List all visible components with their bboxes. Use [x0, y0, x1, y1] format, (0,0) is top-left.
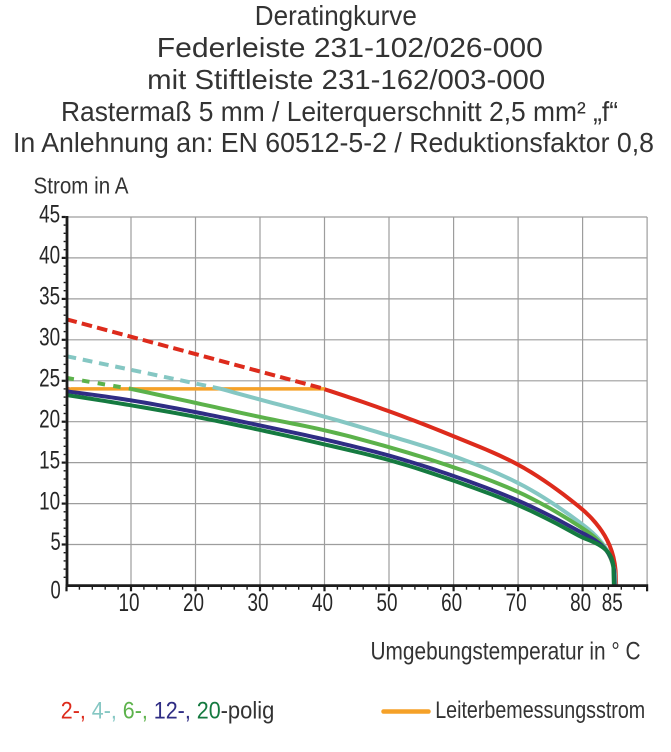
svg-text:10: 10	[39, 487, 60, 515]
svg-text:20: 20	[197, 698, 221, 725]
svg-text:Leiterbemessungsstrom: Leiterbemessungsstrom	[435, 697, 645, 724]
svg-text:40: 40	[39, 242, 60, 270]
svg-text:0: 0	[51, 576, 61, 604]
svg-text:In Anlehnung an: EN 60512-5-2: In Anlehnung an: EN 60512-5-2 / Reduktio…	[13, 127, 654, 158]
svg-text:Rastermaß 5 mm / Leiterquersch: Rastermaß 5 mm / Leiterquerschnitt 2,5 m…	[61, 96, 618, 127]
svg-text:20: 20	[39, 405, 60, 433]
svg-text:10: 10	[119, 589, 140, 617]
svg-text:60: 60	[441, 589, 462, 617]
svg-text:80: 80	[570, 589, 591, 617]
svg-text:40: 40	[312, 589, 333, 617]
svg-text:20: 20	[183, 589, 204, 617]
svg-text:15: 15	[39, 446, 60, 474]
svg-text:Strom in A: Strom in A	[34, 173, 130, 199]
svg-text:45: 45	[39, 201, 60, 229]
svg-text:4-,: 4-,	[92, 698, 117, 725]
svg-text:50: 50	[377, 589, 398, 617]
svg-text:30: 30	[39, 324, 60, 352]
svg-text:30: 30	[248, 589, 269, 617]
svg-text:-polig: -polig	[221, 698, 275, 725]
svg-text:Umgebungstemperatur in ° C: Umgebungstemperatur in ° C	[371, 638, 641, 666]
svg-text:70: 70	[506, 589, 527, 617]
svg-text:12-,: 12-,	[154, 698, 191, 725]
svg-text:25: 25	[39, 364, 60, 392]
svg-text:2-,: 2-,	[61, 698, 86, 725]
svg-text:mit Stiftleiste 231-162/003-00: mit Stiftleiste 231-162/003-000	[147, 64, 545, 95]
svg-text:Federleiste 231-102/026-000: Federleiste 231-102/026-000	[157, 32, 543, 63]
svg-text:35: 35	[39, 283, 60, 311]
svg-text:5: 5	[51, 528, 61, 556]
svg-text:85: 85	[602, 589, 623, 617]
svg-text:Deratingkurve: Deratingkurve	[255, 0, 417, 31]
svg-text:6-,: 6-,	[123, 698, 148, 725]
